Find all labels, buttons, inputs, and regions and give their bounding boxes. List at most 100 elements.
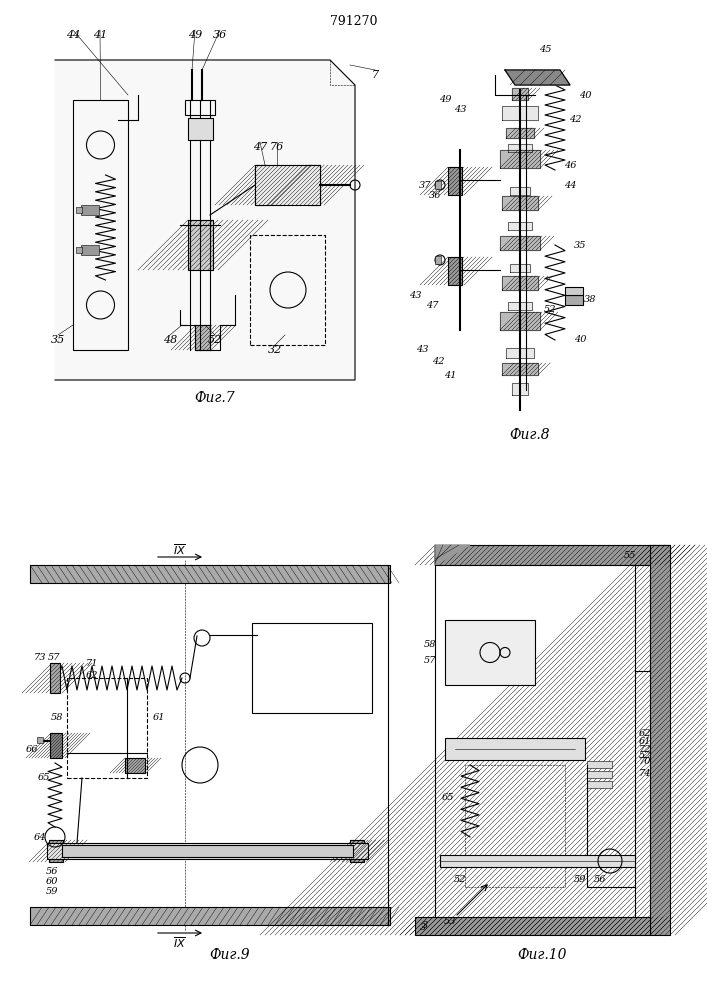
Text: 61: 61 [153, 714, 165, 722]
Bar [188, 118, 213, 140]
Text: 38: 38 [584, 296, 596, 304]
Bar [185, 100, 215, 115]
Text: $\overline{IX}$: $\overline{IX}$ [173, 543, 187, 557]
Text: 7: 7 [371, 70, 378, 80]
Bar [565, 295, 583, 305]
Bar [49, 840, 63, 862]
Text: 58: 58 [51, 714, 63, 722]
Bar [565, 287, 583, 295]
Text: 35: 35 [51, 335, 65, 345]
Polygon shape [510, 264, 530, 272]
Text: 59: 59 [46, 888, 58, 896]
Text: 57: 57 [48, 654, 60, 662]
Text: 58: 58 [423, 640, 436, 649]
Bar [465, 765, 565, 887]
Bar [195, 325, 210, 350]
Text: Фиг.7: Фиг.7 [194, 391, 235, 405]
Bar [125, 758, 145, 773]
Text: 45: 45 [539, 45, 551, 54]
Bar [37, 737, 43, 743]
Text: 46: 46 [563, 160, 576, 169]
Polygon shape [500, 236, 540, 250]
Text: 64: 64 [34, 832, 46, 842]
Bar [252, 623, 372, 713]
Bar [587, 761, 612, 768]
Bar [255, 165, 320, 205]
Text: 74: 74 [638, 768, 651, 778]
Text: 70: 70 [638, 756, 651, 766]
Text: 40: 40 [579, 91, 591, 100]
Bar [47, 843, 368, 859]
Text: 41: 41 [93, 30, 107, 40]
Bar [435, 181, 441, 189]
Polygon shape [500, 150, 540, 168]
Text: 44: 44 [563, 180, 576, 190]
Text: 62: 62 [638, 730, 651, 738]
Text: 43: 43 [416, 346, 428, 355]
Bar [350, 840, 364, 862]
Text: 3: 3 [420, 922, 426, 932]
Text: 71: 71 [86, 658, 98, 668]
Polygon shape [510, 187, 530, 195]
Text: 52: 52 [454, 874, 466, 884]
Text: 66: 66 [25, 746, 38, 754]
Text: 42: 42 [432, 358, 444, 366]
Polygon shape [502, 106, 538, 120]
Bar [76, 207, 82, 213]
Text: 44: 44 [66, 30, 80, 40]
Text: 47: 47 [253, 142, 267, 152]
Text: 791270: 791270 [329, 15, 378, 28]
Polygon shape [508, 222, 532, 230]
Polygon shape [55, 60, 355, 380]
Text: 49: 49 [439, 96, 451, 104]
Text: 36: 36 [213, 30, 227, 40]
Bar [188, 220, 213, 270]
Bar [76, 247, 82, 253]
Text: 43: 43 [454, 105, 466, 114]
Text: 62: 62 [86, 672, 98, 680]
Text: 32: 32 [268, 345, 282, 355]
Text: 52: 52 [638, 752, 651, 760]
Text: 36: 36 [428, 190, 441, 200]
Bar [30, 907, 390, 925]
Polygon shape [506, 348, 534, 358]
Bar [30, 565, 390, 583]
Polygon shape [512, 88, 528, 100]
Text: 42: 42 [568, 115, 581, 124]
Bar [435, 545, 670, 565]
Polygon shape [505, 70, 570, 85]
Bar [73, 100, 128, 350]
Text: 65: 65 [37, 772, 50, 782]
Text: 73: 73 [34, 654, 46, 662]
Text: 40: 40 [574, 336, 586, 344]
Polygon shape [502, 196, 538, 210]
Bar [448, 257, 462, 285]
Text: 56: 56 [46, 867, 58, 876]
Text: 41: 41 [444, 370, 456, 379]
Text: 55: 55 [624, 550, 636, 560]
Text: 49: 49 [188, 30, 202, 40]
Polygon shape [502, 363, 538, 375]
Bar [587, 771, 612, 778]
Text: 48: 48 [163, 335, 177, 345]
Text: 72: 72 [638, 744, 651, 754]
Bar [250, 235, 325, 345]
Bar [445, 738, 585, 760]
Bar [50, 733, 62, 758]
Bar [445, 620, 535, 685]
Polygon shape [508, 302, 532, 310]
Bar [308, 165, 320, 205]
Text: 60: 60 [46, 878, 58, 886]
Text: 52: 52 [208, 335, 222, 345]
Bar [587, 781, 612, 788]
Polygon shape [512, 383, 528, 395]
Bar [650, 545, 670, 935]
Bar [81, 205, 99, 215]
Text: Фиг.9: Фиг.9 [210, 948, 250, 962]
Text: Фиг.8: Фиг.8 [510, 428, 550, 442]
Polygon shape [500, 312, 540, 330]
Text: 59: 59 [574, 874, 586, 884]
Bar [448, 167, 462, 195]
Bar [67, 678, 147, 778]
Polygon shape [502, 276, 538, 290]
